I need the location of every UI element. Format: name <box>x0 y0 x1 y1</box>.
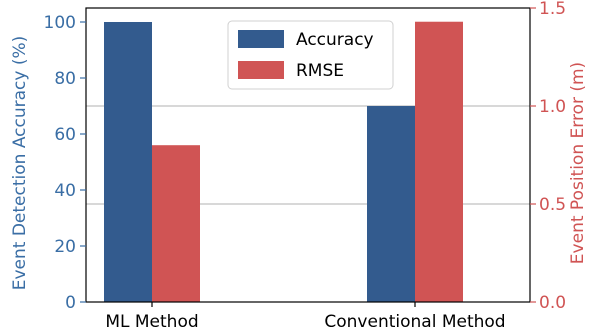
x-tick-label: Conventional Method <box>324 312 505 332</box>
right-tick-label: 0.5 <box>539 195 566 215</box>
right-tick-label: 0.0 <box>539 293 566 313</box>
accuracy-legend-label: Accuracy <box>296 30 374 50</box>
accuracy-bar-ml-method <box>104 22 152 302</box>
right-tick-label: 1.0 <box>539 97 566 117</box>
bars <box>104 21 463 302</box>
left-y-axis: 0 20 40 60 80 100 <box>44 13 86 313</box>
rmse-legend-label: RMSE <box>296 61 344 81</box>
left-tick-label: 100 <box>44 13 76 33</box>
x-axis: ML Method Conventional Method <box>105 302 506 332</box>
right-y-axis: 0.0 0.5 1.0 1.5 <box>530 0 566 313</box>
rmse-bar-ml-method <box>152 145 200 302</box>
left-tick-label: 60 <box>54 125 76 145</box>
legend: Accuracy RMSE <box>227 20 394 90</box>
rmse-bar-conventional-method <box>415 21 463 302</box>
x-tick-label: ML Method <box>105 312 198 332</box>
left-tick-label: 20 <box>54 237 76 257</box>
right-y-axis-label: Event Position Error (m) <box>568 62 588 264</box>
accuracy-bar-conventional-method <box>367 106 415 302</box>
rmse-legend-swatch <box>238 61 284 79</box>
right-tick-label: 1.5 <box>539 0 566 19</box>
left-tick-label: 0 <box>65 293 76 313</box>
left-tick-label: 40 <box>54 181 76 201</box>
left-tick-label: 80 <box>54 69 76 89</box>
accuracy-legend-swatch <box>238 30 284 48</box>
plot-frame <box>85 7 531 303</box>
left-y-axis-label: Event Detection Accuracy (%) <box>10 36 30 291</box>
